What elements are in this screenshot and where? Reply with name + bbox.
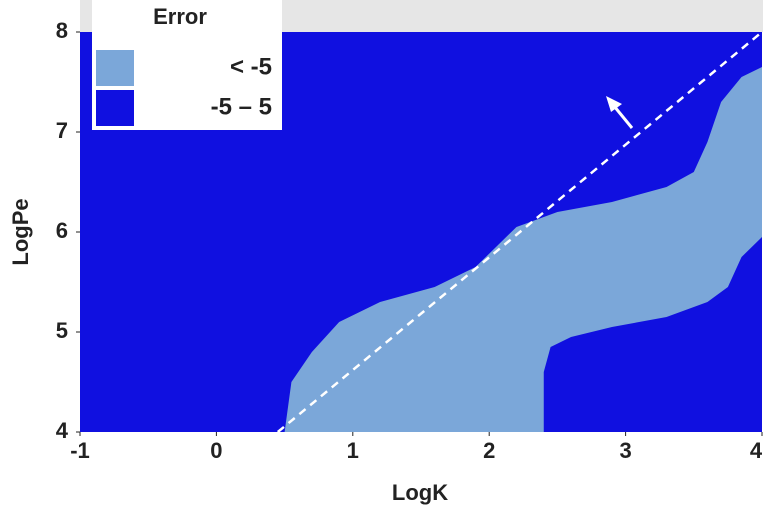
legend-title: Error: [153, 4, 207, 29]
arrow: [606, 96, 634, 129]
x-tick-label: 1: [347, 438, 359, 463]
legend: Error < -5 -5 – 5: [92, 0, 282, 130]
legend-label: < -5: [230, 53, 272, 80]
x-tick-label: 0: [210, 438, 222, 463]
y-tick-label: 7: [56, 118, 68, 143]
x-tick-label: 2: [483, 438, 495, 463]
x-tick-label: 4: [750, 438, 763, 463]
x-tick-label: -1: [70, 438, 90, 463]
y-tick-label: 4: [56, 418, 69, 443]
x-tick-label: 3: [619, 438, 631, 463]
arrow-shaft: [612, 105, 634, 129]
legend-swatch: [96, 90, 134, 126]
x-axis-label: LogK: [392, 480, 448, 505]
legend-label: -5 – 5: [211, 93, 272, 120]
y-tick-label: 6: [56, 218, 68, 243]
legend-swatch: [96, 50, 134, 86]
y-tick-label: 5: [56, 318, 68, 343]
y-tick-label: 8: [56, 18, 68, 43]
y-axis-label: LogPe: [8, 198, 33, 265]
arrow-head: [606, 96, 622, 112]
region: [284, 67, 762, 432]
reference-line: [276, 31, 763, 433]
axes: -1 0 1 2 3 4 4 5 6 7 8: [56, 18, 763, 463]
